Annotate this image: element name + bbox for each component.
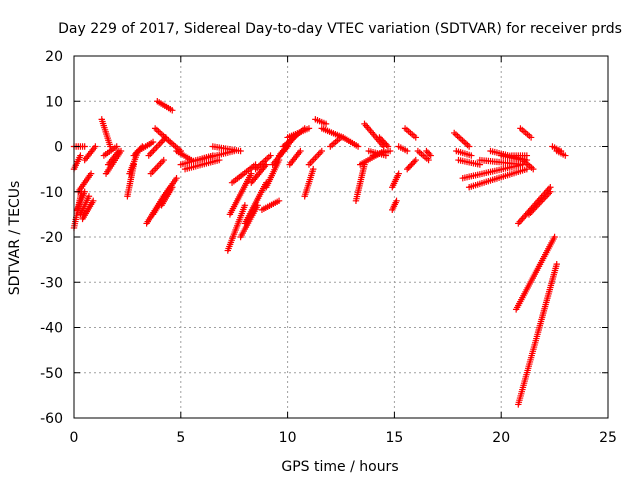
data-point bbox=[530, 165, 537, 173]
data-point bbox=[85, 193, 93, 200]
data-point bbox=[237, 147, 244, 155]
data-point bbox=[87, 170, 95, 177]
axis-ticks bbox=[73, 55, 609, 419]
data-point bbox=[547, 188, 554, 195]
y-tick-label: -30 bbox=[40, 275, 63, 291]
data-point bbox=[92, 143, 99, 150]
data-point bbox=[465, 143, 473, 150]
data-point bbox=[90, 197, 97, 204]
y-axis-label: SDTVAR / TECUs bbox=[7, 181, 23, 296]
x-tick-label: 15 bbox=[385, 430, 403, 446]
data-point bbox=[411, 158, 418, 165]
data-point bbox=[381, 140, 389, 147]
data-point bbox=[408, 161, 415, 168]
data-point bbox=[409, 159, 417, 167]
data-point bbox=[423, 147, 430, 155]
data-point bbox=[267, 152, 274, 159]
data-point bbox=[425, 156, 432, 164]
data-point bbox=[160, 156, 167, 164]
data-point bbox=[395, 170, 402, 177]
x-tick-label: 5 bbox=[176, 430, 185, 446]
x-axis-label: GPS time / hours bbox=[281, 459, 398, 475]
data-point bbox=[77, 152, 84, 159]
data-point bbox=[113, 143, 120, 150]
x-tick-label: 10 bbox=[279, 430, 297, 446]
data-point bbox=[318, 147, 325, 155]
data-point bbox=[115, 147, 123, 155]
data-point bbox=[527, 134, 535, 141]
data-point bbox=[81, 143, 88, 150]
y-tick-label: -50 bbox=[40, 366, 63, 382]
data-point bbox=[384, 143, 392, 150]
data-points bbox=[70, 98, 569, 408]
data-point bbox=[275, 197, 283, 204]
data-point bbox=[383, 141, 390, 149]
data-point bbox=[248, 170, 255, 177]
data-point bbox=[424, 149, 432, 156]
data-point bbox=[523, 152, 531, 159]
chart-title: Day 229 of 2017, Sidereal Day-to-day VTE… bbox=[58, 21, 622, 37]
data-point bbox=[241, 202, 249, 209]
data-point bbox=[132, 150, 139, 158]
data-point bbox=[380, 138, 387, 146]
data-point bbox=[322, 120, 330, 128]
data-point bbox=[468, 152, 475, 159]
data-point bbox=[412, 134, 419, 141]
data-point bbox=[405, 164, 412, 171]
data-point bbox=[133, 149, 140, 156]
data-point bbox=[149, 138, 157, 146]
data-point bbox=[81, 188, 88, 195]
y-tick-label: -40 bbox=[40, 321, 63, 337]
data-point bbox=[404, 165, 411, 173]
data-point bbox=[169, 107, 176, 114]
data-point bbox=[310, 165, 317, 173]
data-point bbox=[297, 147, 304, 155]
data-point bbox=[386, 147, 394, 155]
x-tick-label: 20 bbox=[492, 430, 510, 446]
y-tick-label: 20 bbox=[45, 49, 63, 65]
data-point bbox=[426, 150, 433, 158]
y-tick-label: -60 bbox=[40, 411, 63, 427]
data-point bbox=[379, 137, 386, 144]
x-tick-label: 25 bbox=[599, 430, 617, 446]
data-point bbox=[562, 152, 569, 159]
data-point bbox=[427, 152, 434, 159]
grid bbox=[74, 56, 608, 418]
y-tick-label: -10 bbox=[40, 185, 63, 201]
data-point bbox=[130, 152, 138, 159]
data-point bbox=[393, 197, 400, 204]
data-point bbox=[406, 162, 414, 170]
y-tick-label: -20 bbox=[40, 230, 63, 246]
data-point bbox=[412, 156, 419, 164]
data-point bbox=[553, 260, 560, 268]
data-point bbox=[173, 174, 180, 182]
data-point bbox=[523, 165, 531, 173]
data-point bbox=[305, 125, 313, 132]
x-tick-label: 0 bbox=[70, 430, 79, 446]
y-tick-label: 10 bbox=[45, 94, 63, 110]
data-point bbox=[377, 135, 385, 143]
data-point bbox=[376, 134, 383, 141]
data-point bbox=[354, 143, 362, 150]
tick-labels: 0 5 10 15 20 25 -60 -50 -40 -30 -20 -10 0 10 20 bbox=[40, 49, 617, 446]
y-tick-label: 0 bbox=[54, 140, 63, 156]
data-point bbox=[551, 233, 558, 241]
data-point bbox=[404, 147, 411, 155]
